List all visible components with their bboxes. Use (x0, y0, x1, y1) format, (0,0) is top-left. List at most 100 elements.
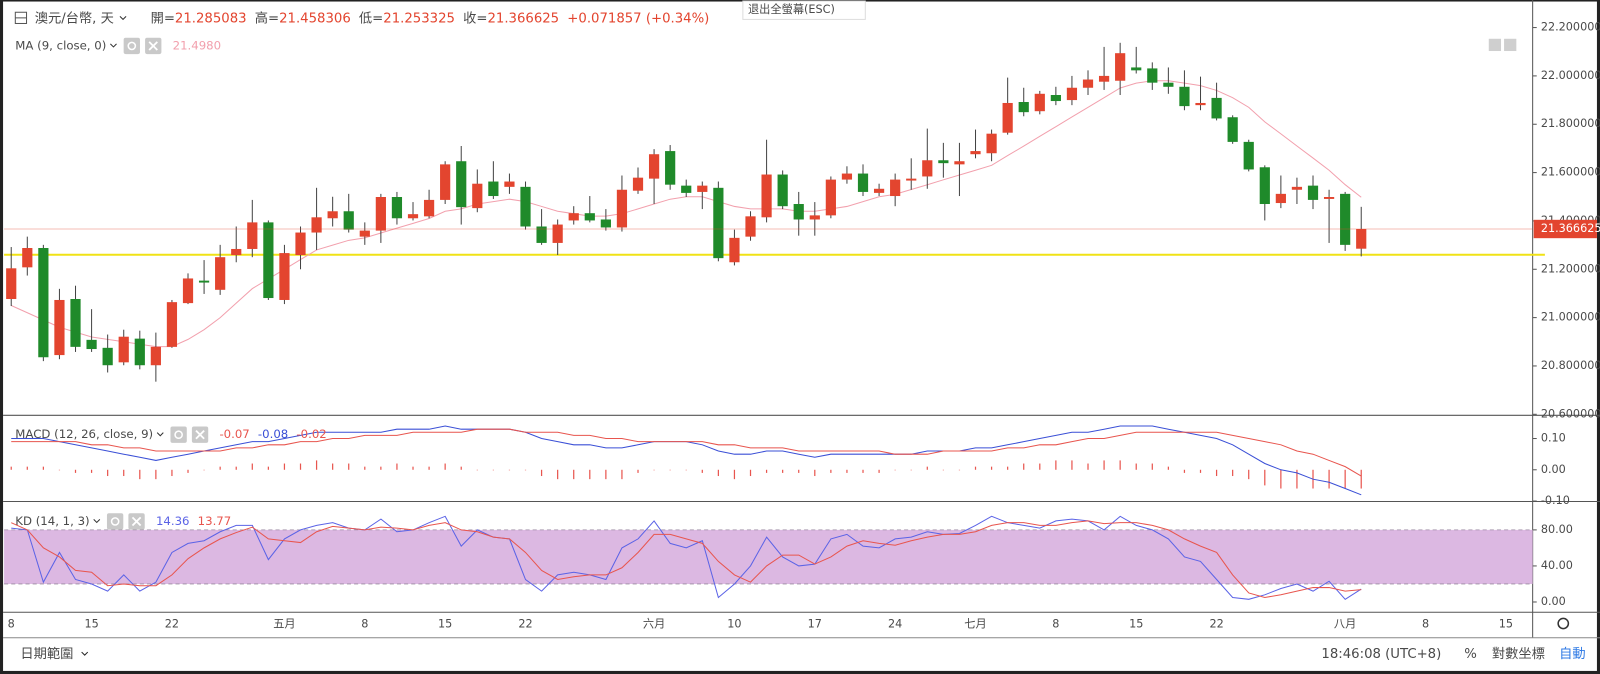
candle-body (1163, 82, 1174, 87)
x-tick-label: 六月 (643, 618, 665, 631)
y-tick-label: 0.00 (1541, 595, 1566, 608)
candle-body (1179, 86, 1190, 107)
candle-body (166, 302, 178, 347)
scroll-down-button[interactable] (1504, 38, 1517, 52)
candle-body (1131, 67, 1142, 71)
candle-body (1227, 117, 1238, 142)
change-label: +0.071857 (+0.34%) (567, 11, 709, 26)
candle-body (279, 253, 290, 300)
candle-body (182, 278, 194, 304)
ohlc-label: 低= (359, 10, 383, 26)
y-tick-label: 0.10 (1541, 432, 1566, 445)
candle-body (343, 211, 354, 230)
candle-body (777, 174, 788, 207)
x-tick-label: 15 (1499, 618, 1513, 631)
candle-body (1259, 167, 1270, 205)
candle-body (1243, 141, 1254, 170)
x-tick-label: 24 (888, 618, 902, 631)
date-range-button[interactable]: 日期範圍 (20, 646, 73, 662)
y-tick-label: -0.10 (1541, 494, 1570, 507)
settings-gear[interactable] (1557, 617, 1570, 630)
indicator-title[interactable]: MA (9, close, 0) (15, 38, 106, 52)
candle-body (102, 347, 113, 366)
candle-body (552, 224, 563, 243)
candle-body (327, 211, 338, 219)
candle-body (215, 257, 226, 290)
candle-body (665, 151, 676, 185)
x-tick-label: 8 (361, 618, 368, 631)
remove-icon (148, 41, 158, 51)
candle-body (295, 232, 306, 256)
candle-body (375, 197, 386, 231)
candle-body (938, 160, 949, 164)
indicator-line (11, 515, 1362, 600)
candle-body (681, 185, 692, 193)
candle-body (1050, 95, 1061, 102)
scroll-up-button[interactable] (1488, 38, 1502, 52)
x-tick-label: 15 (1129, 618, 1143, 631)
settings-icon (127, 41, 137, 51)
candle-body (488, 181, 499, 197)
auto-scale-button[interactable]: 自動 (1559, 646, 1586, 662)
y-tick-label: 20.800000 (1541, 359, 1600, 372)
candle-body (1115, 53, 1126, 81)
indicator-value: 13.77 (198, 514, 232, 528)
candle-body (793, 204, 804, 220)
y-tick-label: 22.000000 (1541, 69, 1600, 82)
ohlc-value: 21.285083 (175, 11, 247, 26)
settings-button[interactable] (106, 513, 124, 530)
x-tick-label: 22 (1209, 618, 1223, 631)
x-tick-label: 五月 (273, 618, 295, 631)
candle-body (118, 336, 129, 363)
symbol-title[interactable]: 澳元/台幣, 天 (35, 10, 114, 26)
caret (119, 15, 127, 21)
band-fill (4, 529, 1533, 584)
x-tick-label: 17 (808, 618, 822, 631)
caret (81, 651, 89, 656)
y-tick-label: 21.200000 (1541, 262, 1600, 275)
remove-icon (131, 516, 142, 527)
candle-body (263, 222, 274, 299)
candle-body (857, 173, 869, 192)
candle-body (1340, 193, 1351, 245)
candle-body (54, 299, 65, 356)
candle-body (231, 248, 242, 256)
x-tick-label: 22 (165, 618, 179, 631)
candle-body (873, 188, 885, 193)
settings-button[interactable] (170, 426, 187, 443)
indicator-title[interactable]: KD (14, 1, 3) (15, 514, 89, 528)
percent-button[interactable]: % (1464, 647, 1477, 662)
indicator-value: 21.4980 (173, 38, 221, 52)
candle-body (954, 161, 965, 165)
indicator-value: -0.07 (219, 427, 249, 441)
y-tick-label: 21.000000 (1541, 311, 1600, 324)
candle-body (456, 161, 467, 208)
indicator-title[interactable]: MACD (12, 26, close, 9) (15, 427, 153, 441)
x-tick-label: 10 (727, 618, 741, 631)
candle-body (745, 216, 756, 237)
candle-body (423, 199, 435, 217)
candle-body (1098, 75, 1110, 82)
y-tick-label: 40.00 (1541, 559, 1573, 572)
x-tick-label: 22 (518, 618, 532, 631)
candle-body (906, 178, 917, 181)
candle-body (38, 248, 49, 358)
ohlc-label: 收= (463, 10, 487, 26)
y-tick-label: 80.00 (1541, 523, 1573, 536)
candle-body (1147, 68, 1158, 83)
candle-body (922, 160, 933, 177)
candle-body (1275, 193, 1286, 204)
ohlc-value: 21.458306 (279, 11, 351, 26)
indicator-value: -0.08 (258, 427, 288, 441)
candle-body (584, 213, 595, 221)
y-tick-label: 21.600000 (1541, 166, 1600, 179)
candle-body (391, 197, 403, 219)
y-tick-label: 0.00 (1541, 463, 1566, 476)
y-tick-label: 21.800000 (1541, 117, 1600, 130)
log-scale-button[interactable]: 對數坐標 (1492, 646, 1545, 662)
ohlc-label: 開= (151, 11, 175, 26)
settings-button[interactable] (123, 37, 140, 55)
candle-body (134, 338, 145, 366)
candle-body (841, 173, 853, 180)
candle-body (890, 179, 901, 197)
